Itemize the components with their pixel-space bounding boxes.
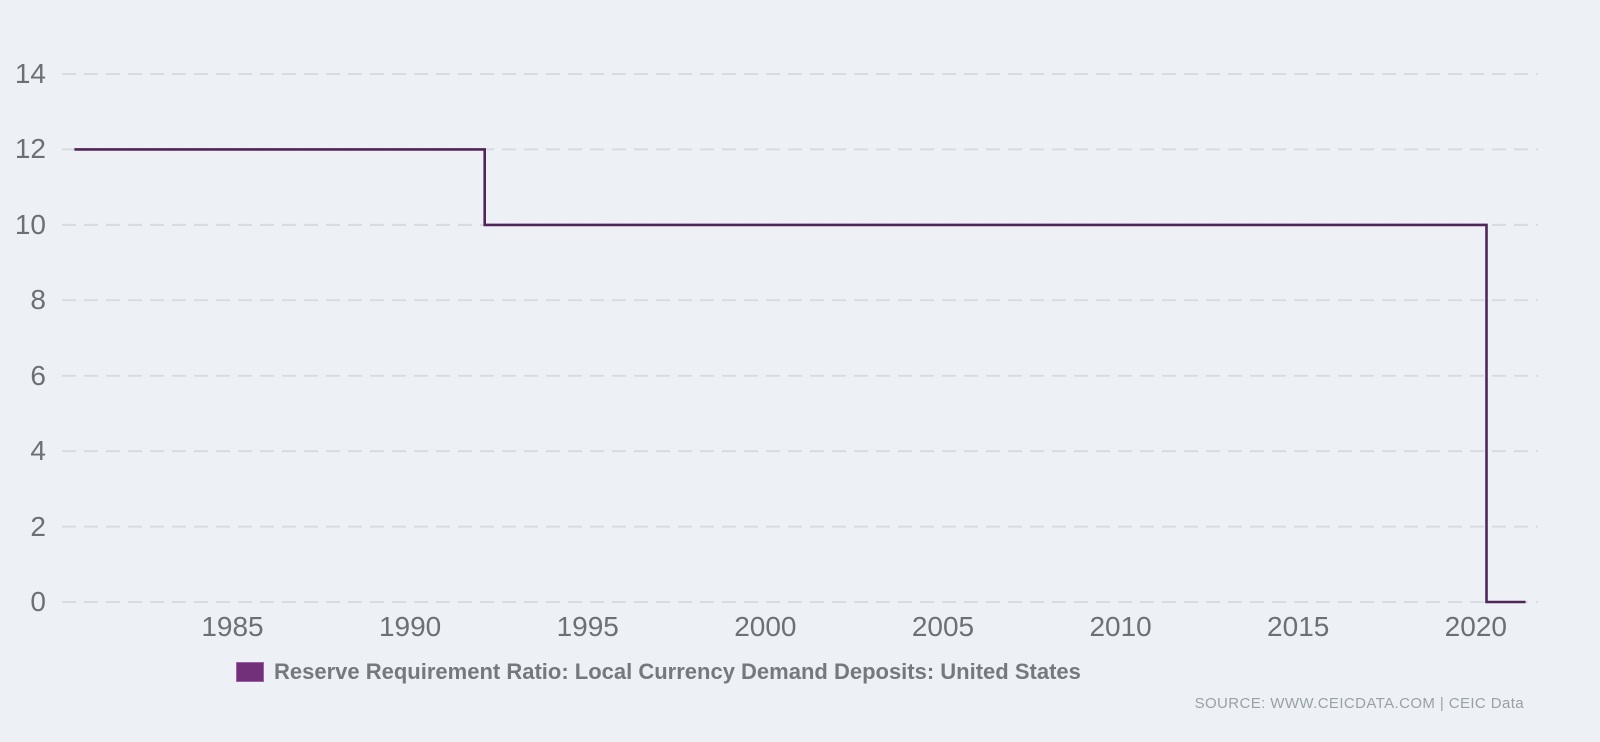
y-tick-label: 4 — [30, 435, 46, 467]
y-tick-label: 6 — [30, 359, 46, 391]
x-tick-label: 1990 — [378, 611, 442, 642]
x-tick-label: 2015 — [1267, 611, 1330, 642]
legend: Reserve Requirement Ratio: Local Currenc… — [236, 659, 1081, 685]
x-axis: 1985 1990 1995 2000 2005 2010 2015 2020 — [0, 610, 1600, 646]
y-tick-label: 14 — [14, 58, 46, 89]
x-tick-label: 2005 — [911, 611, 975, 642]
source-attribution: SOURCE: WWW.CEICDATA.COM | CEIC Data — [1194, 695, 1524, 712]
x-tick-label: 2010 — [1089, 611, 1152, 642]
y-tick-label: 12 — [14, 133, 46, 165]
x-tick-label: 2020 — [1444, 611, 1507, 642]
x-tick-label: 1985 — [201, 611, 264, 642]
y-tick-label: 8 — [30, 284, 46, 316]
legend-swatch-icon — [236, 662, 264, 682]
legend-label: Reserve Requirement Ratio: Local Currenc… — [274, 659, 1081, 684]
y-tick-label: 0 — [30, 586, 46, 617]
x-tick-label: 1995 — [556, 611, 619, 642]
y-axis: 0 2 4 6 8 10 12 14 — [0, 0, 60, 742]
x-tick-label: 2000 — [734, 611, 797, 642]
y-tick-label: 2 — [30, 510, 46, 542]
series-line — [74, 148, 1526, 604]
y-tick-label: 10 — [14, 208, 46, 240]
